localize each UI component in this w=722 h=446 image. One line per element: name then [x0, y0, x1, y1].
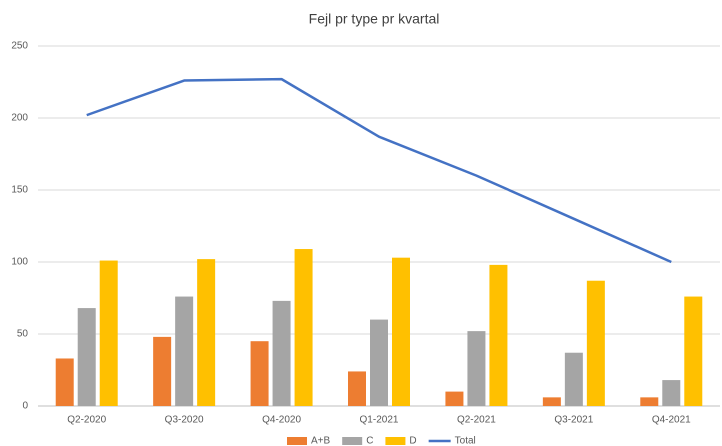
line [86, 77, 672, 264]
legend-label: Total [455, 436, 476, 446]
bar [467, 331, 486, 406]
legend-label: C [366, 436, 373, 446]
bar [662, 380, 681, 406]
legend-swatch [385, 437, 406, 445]
bar [542, 397, 561, 406]
bar [294, 249, 313, 406]
bar [564, 352, 583, 406]
bar [153, 336, 172, 406]
y-tick-label: 250 [11, 41, 28, 52]
bar [586, 280, 605, 406]
x-tick-label: Q2-2020 [67, 415, 106, 426]
legend-swatch [342, 437, 363, 445]
bar [640, 397, 659, 406]
x-tick-label: Q3-2020 [165, 415, 204, 426]
bar [348, 371, 366, 406]
bar [197, 259, 216, 406]
y-tick-label: 150 [11, 185, 28, 196]
bar [445, 391, 464, 406]
chart-title: Fejl pr type pr kvartal [309, 11, 440, 27]
x-tick-label: Q2-2021 [457, 415, 496, 426]
bar [370, 319, 388, 406]
legend-label: D [409, 436, 416, 446]
bar [250, 341, 269, 406]
x-tick-label: Q3-2021 [554, 415, 593, 426]
y-tick-label: 100 [11, 257, 28, 268]
bar [77, 308, 96, 406]
y-tick-label: 50 [17, 329, 29, 340]
legend-label: A+B [311, 436, 331, 446]
bar [272, 300, 291, 406]
x-tick-label: Q1-2021 [360, 415, 399, 426]
x-tick-label: Q4-2021 [652, 415, 691, 426]
bar [175, 296, 194, 406]
bar [684, 296, 703, 406]
y-tick-label: 200 [11, 113, 28, 124]
bar [99, 260, 118, 406]
y-tick-label: 0 [22, 401, 28, 412]
legend-swatch [287, 437, 307, 445]
bar [392, 257, 410, 406]
bar [55, 358, 74, 406]
bar [489, 264, 508, 406]
x-tick-label: Q4-2020 [262, 415, 301, 426]
